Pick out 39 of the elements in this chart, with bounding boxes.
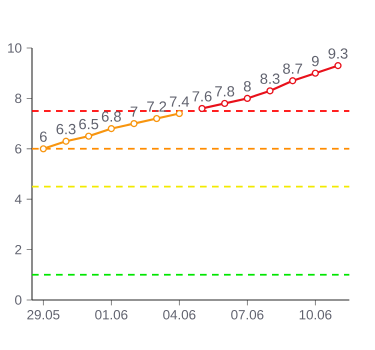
point [176, 110, 183, 118]
point [198, 104, 206, 112]
point [289, 77, 296, 84]
point [312, 70, 319, 77]
x-tick-label: 01.06 [95, 310, 128, 320]
y-tick-label: 6 [15, 144, 22, 154]
point [221, 100, 228, 108]
point [334, 62, 342, 70]
x-tick-label: 07.06 [231, 310, 264, 320]
y-tick-label: 4 [14, 194, 22, 204]
point [130, 120, 138, 128]
x-tick-label: 29.05 [27, 310, 60, 320]
data-label: 9 [312, 56, 319, 66]
point [266, 87, 274, 94]
data-label: 7.2 [147, 101, 166, 112]
data-label: 6 [40, 131, 47, 142]
point [153, 114, 160, 122]
point [244, 94, 251, 102]
point [62, 138, 70, 145]
data-label: 7.8 [215, 86, 234, 97]
data-label: 8.7 [283, 63, 302, 74]
point [40, 145, 47, 152]
data-label: 7.6 [192, 91, 212, 102]
y-tick-label: 2 [15, 244, 22, 254]
data-label: 6.5 [79, 118, 98, 130]
data-label: 9.3 [328, 48, 348, 59]
data-label: 6.8 [102, 111, 121, 122]
y-tick-label: 8 [15, 94, 22, 104]
data-label: 7.4 [170, 96, 190, 107]
data-label: 7 [130, 106, 138, 117]
y-tick-label: 0 [15, 295, 22, 305]
data-label: 6.3 [56, 124, 76, 134]
point [108, 125, 115, 132]
y-tick-label: 10 [8, 43, 22, 53]
data-label: 8.3 [260, 74, 280, 84]
point [85, 132, 92, 140]
x-tick-label: 04.06 [163, 310, 196, 320]
x-tick-label: 10.06 [300, 310, 332, 320]
data-label: 8 [244, 81, 251, 92]
